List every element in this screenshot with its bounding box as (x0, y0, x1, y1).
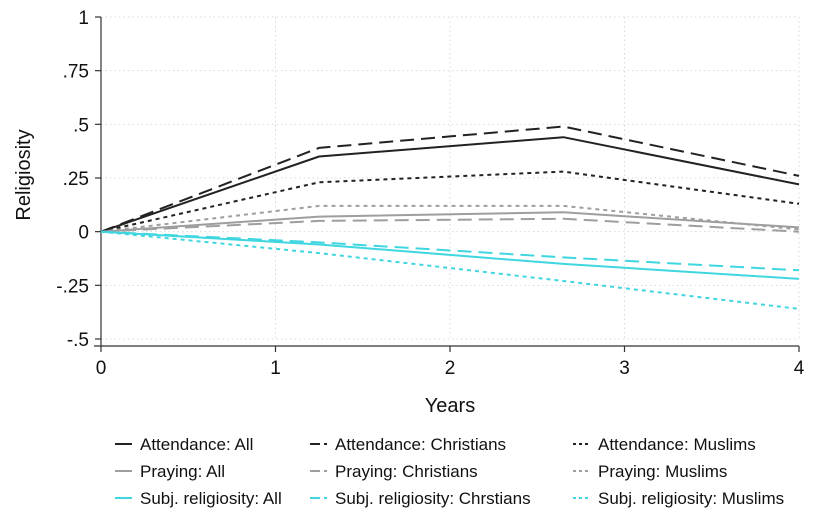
series-line-2 (100, 125, 800, 233)
legend-label: Attendance: All (140, 435, 253, 454)
x-tick-label: 2 (445, 358, 456, 379)
legend-label: Praying: Muslims (598, 462, 727, 481)
legend-label: Attendance: Muslims (598, 435, 756, 454)
series-line-7 (100, 230, 800, 280)
y-axis-title: Religiosity (13, 129, 35, 220)
legend-label: Subj. religiosity: Muslims (598, 489, 784, 508)
series-line-4 (100, 211, 800, 233)
legend-item: Praying: All (115, 462, 225, 481)
x-tick-label: 0 (96, 358, 107, 379)
legend-label: Subj. religiosity: All (140, 489, 282, 508)
x-tick-label: 3 (619, 358, 630, 379)
legend-item: Subj. religiosity: All (115, 489, 282, 508)
series-line-1 (100, 136, 800, 233)
x-tick-label: 4 (794, 358, 805, 379)
axis-layer: -.5 -.25 0 .25 .5 .75 1 0 1 2 3 4 (56, 8, 804, 379)
legend-label: Praying: Christians (335, 462, 478, 481)
x-tick-label: 1 (270, 358, 281, 379)
legend-item: Subj. religiosity: Chrstians (310, 489, 531, 508)
y-tick-label: -.25 (56, 276, 89, 297)
y-tick-label: 1 (78, 8, 89, 29)
legend-item: Subj. religiosity: Muslims (573, 489, 784, 508)
y-tick-label: 0 (78, 223, 89, 244)
y-tick-label: .75 (63, 62, 89, 83)
series-line-5 (100, 217, 800, 233)
grid-layer (100, 16, 800, 340)
legend-item: Attendance: Muslims (573, 435, 756, 454)
y-tick-label: -.5 (67, 330, 89, 351)
legend: Attendance: All Attendance: Christians Att… (115, 435, 784, 508)
legend-item: Attendance: Christians (310, 435, 506, 454)
legend-item: Praying: Christians (310, 462, 478, 481)
y-tick-label: .25 (63, 169, 89, 190)
series-line-3 (100, 170, 800, 233)
legend-label: Attendance: Christians (335, 435, 506, 454)
legend-label: Praying: All (140, 462, 225, 481)
y-tick-label: .5 (73, 115, 89, 136)
series-layer (100, 125, 800, 310)
legend-label: Subj. religiosity: Chrstians (335, 489, 531, 508)
legend-item: Attendance: All (115, 435, 253, 454)
series-line-8 (100, 230, 800, 272)
legend-item: Praying: Muslims (573, 462, 727, 481)
x-axis-title: Years (425, 395, 475, 417)
